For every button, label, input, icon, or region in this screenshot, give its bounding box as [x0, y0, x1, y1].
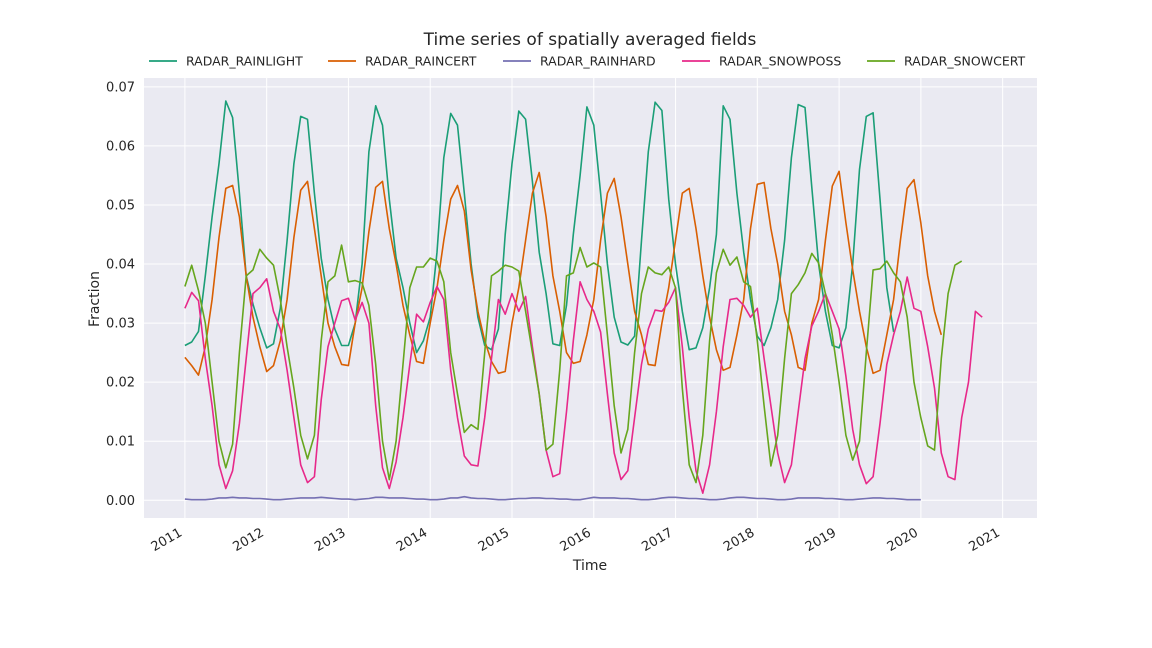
x-tick-label: 2020 [885, 525, 921, 555]
legend-label: RADAR_RAINHARD [540, 54, 656, 69]
series-line-radar-rainhard [184, 495, 921, 501]
x-tick-labels: 2011 2012 2013 2014 2015 2016 2017 2018 2019 2020… [149, 525, 1003, 555]
y-tick-label: 0.06 [106, 139, 135, 154]
y-tick-label: 0.01 [106, 435, 135, 450]
y-tick-label: 0.00 [106, 494, 135, 509]
x-tick-label: 2021 [966, 525, 1002, 555]
series-line-radar-rainlight [184, 100, 895, 354]
x-tick-label: 2017 [639, 525, 675, 555]
series-lines [184, 100, 983, 501]
x-tick-label: 2019 [803, 525, 839, 555]
y-tick-label: 0.03 [106, 317, 135, 332]
chart-title: Time series of spatially averaged fields [423, 30, 757, 50]
x-tick-label: 2018 [721, 525, 757, 555]
series-line-radar-snowposs [184, 276, 983, 495]
legend-label: RADAR_SNOWPOSS [719, 54, 841, 69]
y-axis-label: Fraction [87, 271, 103, 327]
x-tick-label: 2011 [149, 525, 185, 555]
y-tick-label: 0.05 [106, 198, 135, 213]
legend-label: RADAR_SNOWCERT [904, 54, 1026, 69]
y-tick-labels: 0.00 0.01 0.02 0.03 0.04 0.05 0.06 0.07 [106, 80, 135, 508]
x-tick-label: 2012 [231, 525, 267, 555]
x-tick-label: 2013 [312, 525, 348, 555]
y-tick-label: 0.07 [106, 80, 135, 95]
legend: RADAR_RAINLIGHT RADAR_RAINCERT RADAR_RAINH… [149, 54, 1026, 69]
y-tick-label: 0.04 [106, 258, 135, 273]
x-tick-label: 2016 [558, 525, 594, 555]
x-tick-label: 2014 [394, 525, 430, 555]
y-tick-label: 0.02 [106, 376, 135, 391]
x-axis-label: Time [572, 558, 607, 574]
legend-label: RADAR_RAINCERT [365, 54, 477, 69]
x-tick-label: 2015 [476, 525, 512, 555]
series-line-radar-snowcert [184, 244, 963, 484]
legend-label: RADAR_RAINLIGHT [186, 54, 303, 69]
